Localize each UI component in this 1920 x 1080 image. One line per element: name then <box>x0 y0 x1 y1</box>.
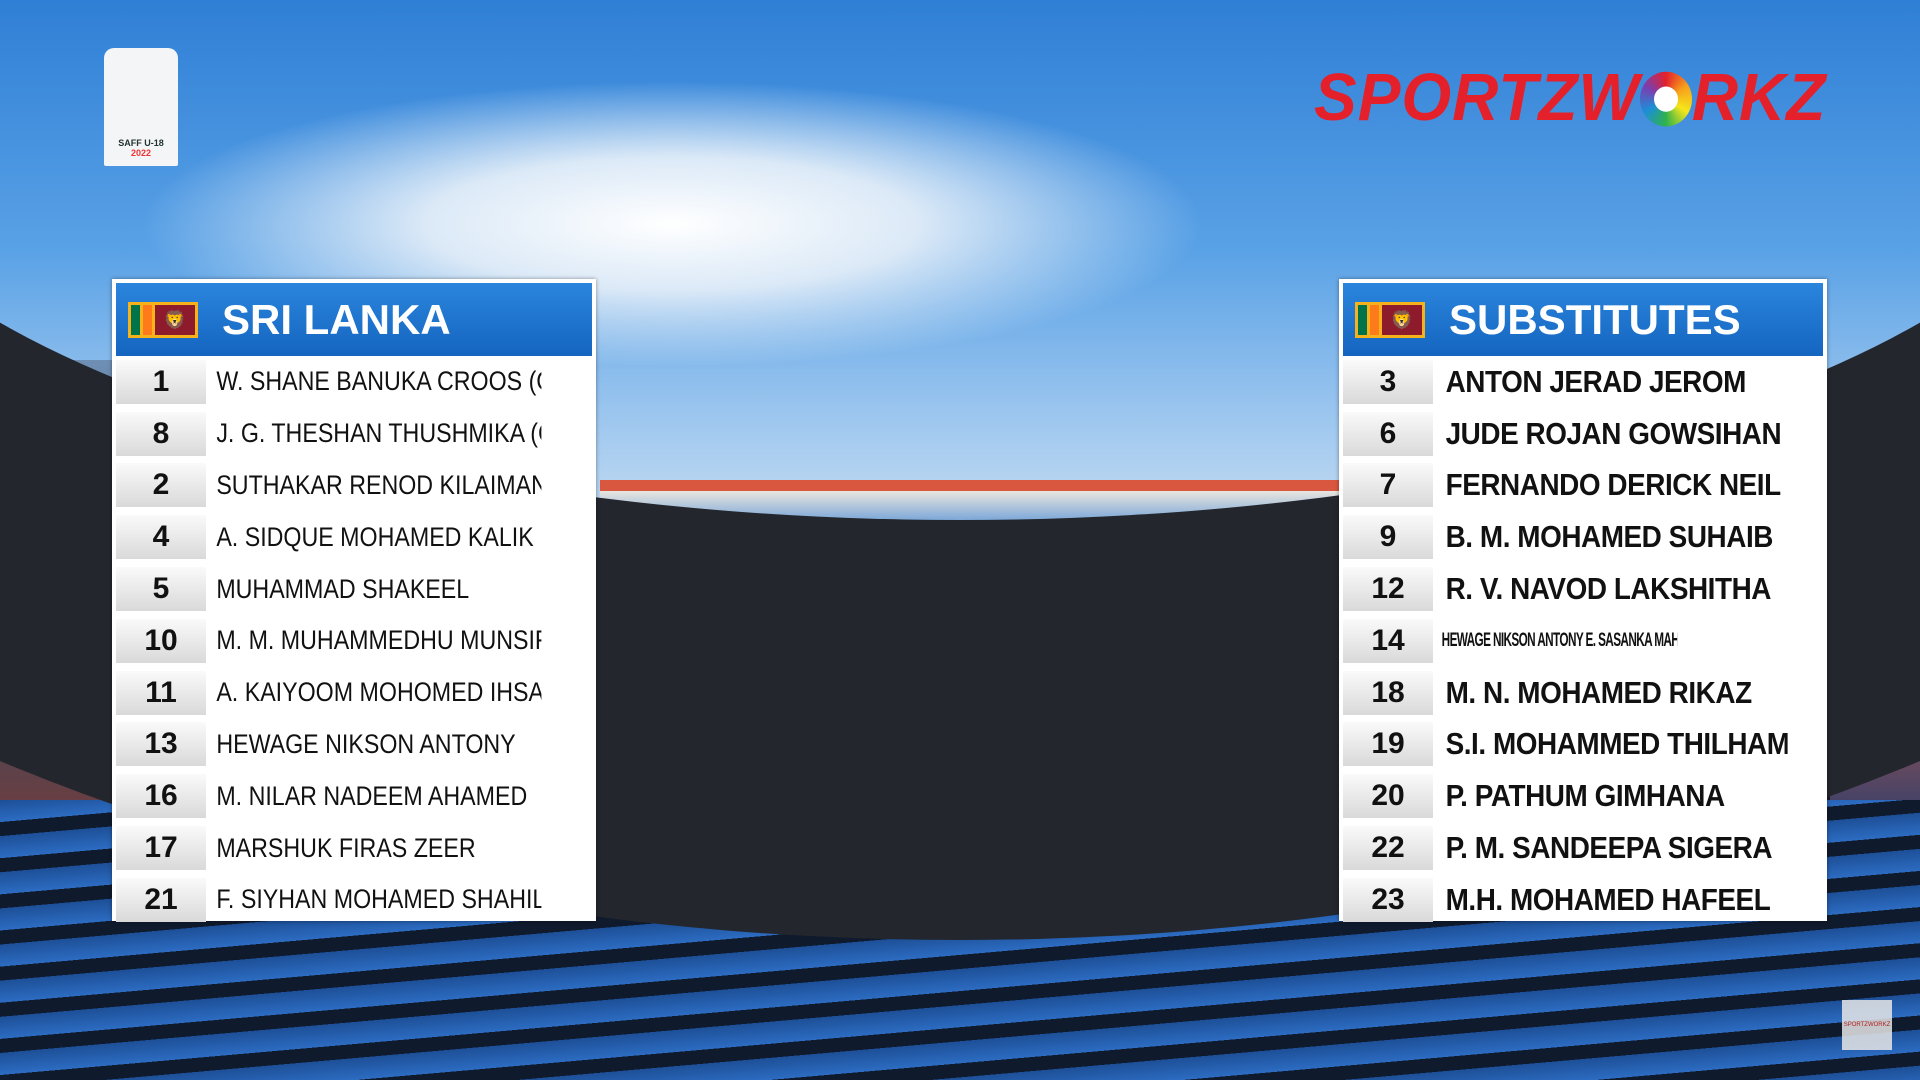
player-row: 14 HEWAGE NIKSON ANTONY E. SASANKA MAHESH… <box>1339 615 1827 667</box>
player-row: 8 J. G. THESHAN THUSHMIKA (C) <box>112 408 596 460</box>
player-number: 19 <box>1343 722 1433 767</box>
player-number: 23 <box>1343 877 1433 922</box>
player-name: HEWAGE NIKSON ANTONY <box>216 728 516 759</box>
player-number: 12 <box>1343 567 1433 612</box>
player-name: F. SIYHAN MOHAMED SHAHIL <box>216 884 542 915</box>
player-row: 1 W. SHANE BANUKA CROOS (GK) <box>112 356 596 408</box>
player-name: SUTHAKAR RENOD KILAIMAN <box>216 469 542 500</box>
player-row: 18 M. N. MOHAMED RIKAZ <box>1339 667 1827 719</box>
player-name: JUDE ROJAN GOWSIHAN <box>1445 415 1782 451</box>
player-row: 5 MUHAMMAD SHAKEEL <box>112 563 596 615</box>
substitutes-panel: 🦁 SUBSTITUTES 3 ANTON JERAD JEROM 6 JUDE RO… <box>1339 279 1827 922</box>
player-name: MUHAMMAD SHAKEEL <box>216 573 470 604</box>
player-name: A. KAIYOOM MOHOMED IHSAN <box>216 677 542 708</box>
player-row: 10 M. M. MUHAMMEDHU MUNSIF <box>112 615 596 667</box>
panel-header: 🦁 SRI LANKA <box>116 283 592 356</box>
player-row: 7 FERNANDO DERICK NEIL <box>1339 460 1827 512</box>
player-name: P. PATHUM GIMHANA <box>1445 778 1726 814</box>
player-row: 20 P. PATHUM GIMHANA <box>1339 770 1827 822</box>
player-number: 13 <box>116 722 206 767</box>
player-number: 6 <box>1343 411 1433 456</box>
player-name: FERNANDO DERICK NEIL <box>1445 467 1782 503</box>
panel-title: SUBSTITUTES <box>1449 295 1741 343</box>
player-row: 2 SUTHAKAR RENOD KILAIMAN <box>112 460 596 512</box>
player-row: 19 S.I. MOHAMMED THILHAM <box>1339 719 1827 771</box>
player-name: R. V. NAVOD LAKSHITHA <box>1445 571 1772 607</box>
player-row: 23 M.H. MOHAMED HAFEEL <box>1339 874 1827 926</box>
tournament-logo: SAFF U-18 2022 <box>104 48 178 166</box>
player-number: 22 <box>1343 826 1433 871</box>
player-row: 12 R. V. NAVOD LAKSHITHA <box>1339 563 1827 615</box>
player-row: 13 HEWAGE NIKSON ANTONY <box>112 719 596 771</box>
player-name: M. NILAR NADEEM AHAMED <box>216 780 528 811</box>
panel-header: 🦁 SUBSTITUTES <box>1343 283 1823 356</box>
player-number: 7 <box>1343 463 1433 508</box>
player-number: 3 <box>1343 359 1433 404</box>
player-number: 11 <box>116 670 206 715</box>
player-row: 9 B. M. MOHAMED SUHAIB <box>1339 511 1827 563</box>
player-name: M.H. MOHAMED HAFEEL <box>1445 881 1771 917</box>
player-row: 6 JUDE ROJAN GOWSIHAN <box>1339 408 1827 460</box>
player-number: 2 <box>116 463 206 508</box>
player-name: M. N. MOHAMED RIKAZ <box>1445 674 1753 710</box>
player-row: 21 F. SIYHAN MOHAMED SHAHIL <box>112 874 596 926</box>
player-number: 8 <box>116 411 206 456</box>
watermark: SPORTZWORKZ <box>1842 1000 1892 1050</box>
player-row: 4 A. SIDQUE MOHAMED KALIK <box>112 511 596 563</box>
color-wheel-icon <box>1639 71 1692 127</box>
player-number: 21 <box>116 877 206 922</box>
player-row: 17 MARSHUK FIRAS ZEER <box>112 822 596 874</box>
player-row: 16 M. NILAR NADEEM AHAMED <box>112 770 596 822</box>
tournament-logo-year: 2022 <box>130 148 152 158</box>
tournament-logo-text: SAFF U-18 <box>118 138 164 148</box>
player-number: 1 <box>116 359 206 404</box>
player-name: J. G. THESHAN THUSHMIKA (C) <box>216 418 542 449</box>
player-number: 16 <box>116 774 206 819</box>
player-name: ANTON JERAD JEROM <box>1445 363 1747 399</box>
player-name: P. M. SANDEEPA SIGERA <box>1445 830 1773 866</box>
player-name: MARSHUK FIRAS ZEER <box>216 832 476 863</box>
player-number: 17 <box>116 826 206 871</box>
player-row: 3 ANTON JERAD JEROM <box>1339 356 1827 408</box>
player-number: 9 <box>1343 515 1433 560</box>
player-number: 10 <box>116 618 206 663</box>
player-name: HEWAGE NIKSON ANTONY E. SASANKA MAHESH T… <box>1441 629 1678 651</box>
player-number: 4 <box>116 515 206 560</box>
player-number: 18 <box>1343 670 1433 715</box>
player-name: M. M. MUHAMMEDHU MUNSIF <box>216 625 542 656</box>
player-number: 5 <box>116 567 206 612</box>
player-name: S.I. MOHAMMED THILHAM <box>1445 726 1788 762</box>
sri-lanka-flag-icon: 🦁 <box>128 301 198 338</box>
sri-lanka-flag-icon: 🦁 <box>1355 301 1425 338</box>
player-number: 14 <box>1343 618 1433 663</box>
player-number: 20 <box>1343 774 1433 819</box>
player-row: 22 P. M. SANDEEPA SIGERA <box>1339 822 1827 874</box>
starting-lineup-panel: 🦁 SRI LANKA 1 W. SHANE BANUKA CROOS (GK) 8… <box>112 279 596 922</box>
player-name: W. SHANE BANUKA CROOS (GK) <box>216 366 541 397</box>
broadcaster-logo: SPORTZW RKZ <box>1314 59 1827 135</box>
player-row: 11 A. KAIYOOM MOHOMED IHSAN <box>112 667 596 719</box>
player-name: A. SIDQUE MOHAMED KALIK <box>216 521 534 552</box>
panel-title: SRI LANKA <box>222 295 451 343</box>
player-name: B. M. MOHAMED SUHAIB <box>1445 519 1774 555</box>
